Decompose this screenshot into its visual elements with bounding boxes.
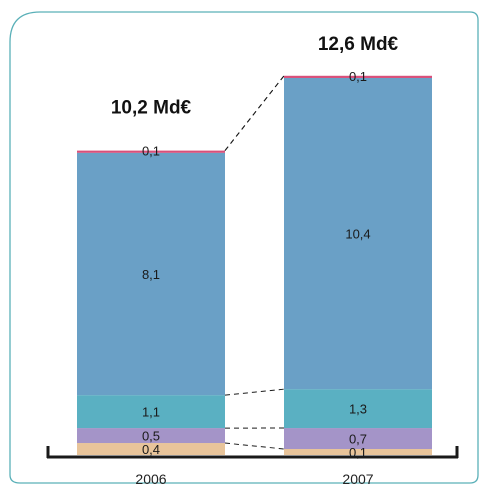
- connector-line-3: [224, 388, 285, 396]
- bar-segment-2006-0: [77, 443, 225, 455]
- bar-segment-2007-0: [284, 449, 432, 455]
- bar-segment-2006-2: [77, 395, 225, 429]
- total-label-2006: 10,2 Md€: [111, 98, 192, 119]
- connector-line-top: [224, 75, 285, 151]
- segment-label-2006-3: 8,1: [142, 267, 160, 282]
- segment-label-2006-0: 0,4: [142, 442, 160, 457]
- segment-label-2006-1: 0,5: [142, 429, 160, 444]
- x-axis: [46, 446, 459, 459]
- bar-segment-2007-1: [284, 428, 432, 449]
- panel-border: [9, 11, 479, 484]
- bar-segment-2007-2: [284, 389, 432, 429]
- bar-segment-2006-3: [77, 152, 225, 396]
- total-label-2007: 12,6 Md€: [318, 34, 399, 55]
- segment-label-2007-1: 0,7: [349, 432, 367, 447]
- segment-labels: 0,40,51,18,10,10,10,71,310,40,1: [142, 69, 371, 460]
- bars: [77, 75, 432, 455]
- segment-label-2006-2: 1,1: [142, 405, 160, 420]
- bar-segment-2006-1: [77, 428, 225, 444]
- x-tick-label-2006: 2006: [135, 471, 166, 487]
- segment-label-2006-4: 0,1: [142, 144, 160, 159]
- x-tick-label-2007: 2007: [342, 471, 373, 487]
- connector-lines: [224, 75, 285, 450]
- segment-label-2007-4: 0,1: [349, 69, 367, 84]
- segment-label-2007-2: 1,3: [349, 402, 367, 417]
- connector-line-1: [224, 442, 285, 450]
- bar-segment-2007-3: [284, 77, 432, 390]
- total-labels: 10,2 Md€ 12,6 Md€: [111, 34, 399, 119]
- x-tick-labels: 2006 2007: [135, 471, 373, 487]
- segment-label-2007-3: 10,4: [345, 227, 370, 242]
- bar-segment-2007-4: [284, 75, 432, 78]
- bar-segment-2006-4: [77, 150, 225, 153]
